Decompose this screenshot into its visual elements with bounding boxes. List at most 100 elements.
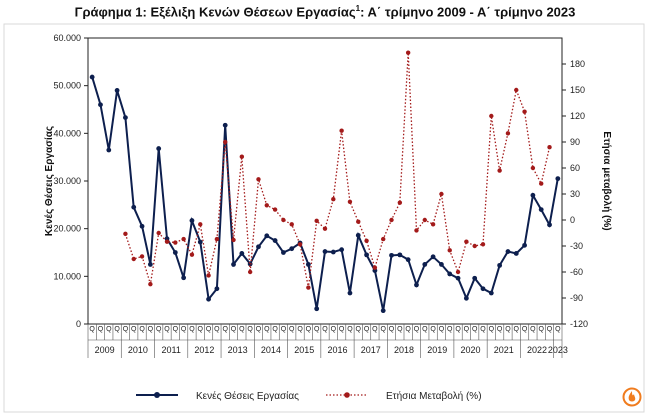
quarter-tick-label: Q xyxy=(214,326,220,333)
quarter-tick-label: Q xyxy=(514,326,520,333)
vacancies-point xyxy=(272,238,278,243)
annual-change-point xyxy=(214,236,220,242)
vacancies-point xyxy=(422,262,428,267)
y2-tick-label: -60 xyxy=(570,267,583,277)
vacancies-point xyxy=(530,192,536,198)
y-tick-label: 50.000 xyxy=(53,81,81,91)
quarter-tick-label: Q xyxy=(281,326,287,333)
quarter-tick-label: Q xyxy=(414,326,420,333)
quarter-tick-label: Q xyxy=(397,326,403,333)
x-tick-label: 2013 xyxy=(228,345,248,355)
quarter-tick-label: Q xyxy=(98,326,104,333)
y-tick-label: 40.000 xyxy=(53,128,81,138)
quarter-tick-label: Q xyxy=(439,326,445,333)
y2-axis-label: Ετήσια μεταβολή (%) xyxy=(601,131,612,230)
quarter-tick-label: Q xyxy=(455,326,461,333)
vacancies-point xyxy=(98,102,103,108)
annual-change-point xyxy=(389,217,394,223)
annual-change-point xyxy=(198,222,203,227)
chart-title: Γράφημα 1: Εξέλιξη Κενών Θέσεων Εργασίας… xyxy=(74,4,576,20)
x-tick-label: 2011 xyxy=(161,345,180,355)
x-tick-label: 2018 xyxy=(394,345,414,355)
vacancies-point xyxy=(106,147,112,153)
y2-tick-label: 0 xyxy=(570,215,575,225)
vacancies-point xyxy=(364,252,369,258)
vacancies-point xyxy=(222,122,228,128)
quarter-tick-label: Q xyxy=(356,326,362,333)
annual-change-point xyxy=(447,248,452,253)
x-tick-label: 2019 xyxy=(427,345,447,355)
quarter-tick-label: Q xyxy=(472,326,478,333)
x-tick-label: 2012 xyxy=(194,345,214,355)
vacancies-line xyxy=(91,76,559,311)
annual-change-point xyxy=(173,240,178,245)
vacancies-point xyxy=(239,251,245,256)
annual-change-point xyxy=(430,222,436,227)
annual-change-point xyxy=(530,165,536,171)
quarter-tick-label: Q xyxy=(389,326,395,333)
vacancies-point xyxy=(339,247,345,253)
quarter-tick-label: Q xyxy=(497,326,503,333)
vacancies-point xyxy=(172,250,178,255)
quarter-tick-label: Q xyxy=(538,326,544,333)
quarter-tick-label: Q xyxy=(264,326,270,333)
vacancies-point xyxy=(147,262,153,267)
vacancies-point xyxy=(289,246,295,252)
quarter-tick-label: Q xyxy=(522,326,528,333)
vacancies-point xyxy=(330,249,336,255)
quarter-tick-label: Q xyxy=(156,326,162,333)
vacancies-point xyxy=(214,286,220,292)
annual-change-point xyxy=(422,217,427,223)
annual-change-point xyxy=(464,239,469,244)
quarter-tick-label: Q xyxy=(198,326,204,333)
quarter-tick-label: Q xyxy=(555,326,561,333)
annual-change-point xyxy=(364,238,369,243)
vacancies-point xyxy=(206,296,211,302)
annual-change-point xyxy=(306,285,311,290)
vacancies-point xyxy=(497,262,503,268)
x-tick-label: 2021 xyxy=(494,345,514,355)
y2-tick-label: -30 xyxy=(570,241,583,251)
vacancies-point xyxy=(322,249,328,254)
x-tick-label: 2023 xyxy=(548,345,568,355)
vacancies-point xyxy=(380,308,386,314)
annual-change-point xyxy=(522,109,527,114)
y-axis-label: Κενές Θέσεις Εργασίας xyxy=(44,126,55,236)
quarter-tick-label: Q xyxy=(505,326,511,333)
annual-change-point xyxy=(472,243,477,249)
vacancies-point xyxy=(181,275,187,281)
annual-change-line xyxy=(124,52,551,288)
vacancies-point xyxy=(439,262,444,267)
vacancies-point xyxy=(455,275,461,281)
vacancies-point xyxy=(305,262,311,267)
quarter-tick-label: Q xyxy=(272,326,278,333)
quarter-tick-label: Q xyxy=(322,326,328,333)
annual-change-point xyxy=(256,177,261,182)
vacancies-point xyxy=(89,74,95,80)
chart-frame xyxy=(3,23,645,413)
y2-tick-label: 60 xyxy=(570,163,580,173)
annual-change-point xyxy=(289,222,294,227)
annual-change-point xyxy=(281,217,286,223)
vacancies-point xyxy=(123,115,128,121)
legend-marker-vacancies xyxy=(154,392,160,398)
vacancies-point xyxy=(197,239,203,245)
quarter-tick-label: Q xyxy=(189,326,195,333)
vacancies-point xyxy=(231,262,236,267)
y2-tick-label: 120 xyxy=(570,111,585,121)
y-tick-label: 60.000 xyxy=(53,33,81,43)
vacancies-point xyxy=(522,242,527,248)
vacancies-point xyxy=(139,223,145,229)
annual-change-point xyxy=(131,256,136,262)
quarter-tick-label: Q xyxy=(405,326,411,333)
quarter-tick-label: Q xyxy=(181,326,187,333)
annual-change-point xyxy=(156,230,161,236)
plot-area xyxy=(87,37,563,325)
quarter-tick-label: Q xyxy=(131,326,137,333)
y-tick-label: 0 xyxy=(76,319,81,329)
quarter-tick-label: Q xyxy=(422,326,428,333)
annual-change-point xyxy=(455,269,461,275)
quarter-tick-label: Q xyxy=(430,326,436,333)
annual-change-point xyxy=(347,199,353,204)
quarter-tick-label: Q xyxy=(139,326,145,333)
